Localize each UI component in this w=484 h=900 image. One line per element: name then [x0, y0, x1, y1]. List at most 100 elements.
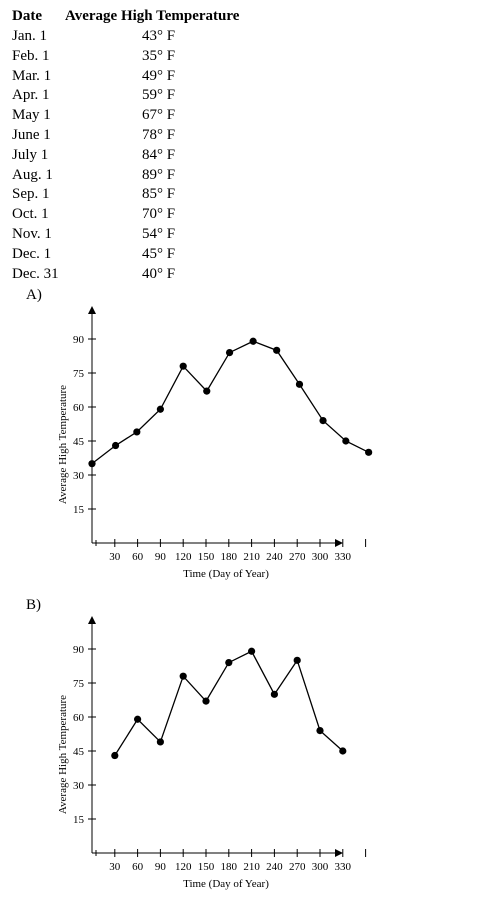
data-point: [293, 656, 301, 664]
x-tick-label: 120: [175, 551, 192, 563]
row-temperature: 54° F: [142, 225, 176, 242]
x-tick-label: 240: [266, 861, 283, 873]
x-tick-label: 180: [221, 551, 238, 563]
table-row: Mar. 1 49° F: [12, 67, 252, 87]
y-tick-label: 75: [73, 678, 85, 690]
data-point: [225, 659, 233, 667]
data-point: [365, 448, 373, 456]
y-tick-label: 60: [73, 402, 85, 414]
table-row: Jan. 1 43° F: [12, 27, 252, 47]
y-tick-label: 45: [73, 746, 85, 758]
table-row: Oct. 1 70° F: [12, 205, 252, 225]
y-tick-label: 90: [73, 334, 85, 346]
row-temperature: 89° F: [142, 166, 176, 183]
row-date: June 1: [12, 126, 51, 143]
row-temperature: 40° F: [142, 265, 176, 282]
x-tick-label: 120: [175, 861, 192, 873]
table-row: June 1 78° F: [12, 126, 252, 146]
option-b-chart: 30 60 90 120 150 180 210 240 270 300 330 15 30 45 60 75…: [57, 616, 367, 890]
x-axis-label: Time (Day of Year): [183, 568, 269, 580]
table-row: July 1 84° F: [12, 146, 252, 166]
y-tick-label: 75: [73, 368, 85, 380]
x-tick-label: 150: [198, 861, 215, 873]
x-tick-label: 210: [243, 551, 260, 563]
row-date: Aug. 1: [12, 166, 53, 183]
date-column-header: Date: [12, 8, 42, 24]
data-line: [114, 650, 344, 756]
row-date: Sep. 1: [12, 186, 50, 203]
x-tick-label: 240: [266, 551, 283, 563]
x-axis-arrow: [335, 539, 343, 547]
x-tick-label: 60: [132, 861, 144, 873]
x-tick-label: 90: [155, 551, 167, 563]
x-tick-label: 300: [312, 551, 329, 563]
data-point: [134, 715, 142, 723]
data-point: [179, 362, 187, 370]
data-point: [111, 441, 120, 450]
y-axis-label: Average High Temperature: [57, 385, 69, 504]
row-date: Jan. 1: [12, 28, 47, 44]
x-tick-label: 210: [243, 861, 260, 873]
table-row: Dec. 1 45° F: [12, 245, 252, 265]
x-tick-label: 330: [335, 861, 352, 873]
option-b-label: B): [26, 597, 41, 613]
row-date: Dec. 1: [12, 245, 52, 262]
temperature-table: Jan. 1 43° F Feb. 1 35° F Mar. 1 49° F Apr. 1 5…: [12, 27, 252, 284]
y-tick-label: 30: [73, 780, 85, 792]
row-date: Nov. 1: [12, 225, 52, 242]
row-temperature: 78° F: [142, 126, 176, 143]
row-date: Mar. 1: [12, 67, 52, 84]
row-date: Dec. 31: [12, 265, 59, 282]
table-row: Apr. 1 59° F: [12, 86, 252, 106]
data-point: [179, 672, 187, 680]
x-tick-label: 150: [198, 551, 215, 563]
data-point: [156, 405, 164, 413]
y-axis-arrow: [88, 306, 96, 314]
y-tick-label: 90: [73, 644, 85, 656]
row-date: Feb. 1: [12, 47, 50, 64]
x-tick-label: 30: [109, 861, 121, 873]
x-tick-label: 300: [312, 861, 329, 873]
data-point: [248, 647, 256, 655]
y-tick-label: 45: [73, 436, 85, 448]
x-tick-label: 90: [155, 861, 167, 873]
row-temperature: 49° F: [142, 67, 176, 84]
row-date: May 1: [12, 107, 51, 124]
data-point: [270, 690, 278, 698]
row-date: Apr. 1: [12, 87, 50, 104]
data-point: [225, 349, 234, 357]
row-temperature: 67° F: [142, 107, 176, 124]
data-point: [342, 437, 350, 445]
table-row: Feb. 1 35° F: [12, 47, 252, 67]
x-tick-label: 180: [221, 861, 238, 873]
data-point: [249, 337, 257, 345]
data-point: [111, 751, 119, 760]
x-tick-label: 270: [289, 861, 306, 873]
data-point: [156, 738, 164, 746]
x-tick-label: 270: [289, 551, 306, 563]
data-point: [203, 387, 211, 395]
table-row: Dec. 31 40° F: [12, 265, 252, 285]
data-point: [88, 460, 96, 468]
x-tick-label: 30: [109, 551, 121, 563]
y-axis-label: Average High Temperature: [57, 695, 69, 814]
y-tick-label: 30: [73, 470, 85, 482]
table-row: Nov. 1 54° F: [12, 225, 252, 245]
data-point: [273, 346, 281, 354]
row-temperature: 85° F: [142, 186, 176, 203]
row-temperature: 43° F: [142, 28, 176, 44]
y-tick-label: 15: [73, 504, 85, 516]
y-tick-label: 15: [73, 814, 85, 826]
data-point: [316, 727, 324, 735]
temperature-column-header: Average High Temperature: [65, 8, 240, 24]
y-axis-arrow: [88, 616, 96, 624]
option-a-chart: 30 60 90 120 150 180 210 240 270 300 330 15 30 45 60 75…: [57, 306, 373, 580]
option-a-label: A): [26, 287, 42, 303]
data-point: [319, 417, 327, 425]
row-temperature: 59° F: [142, 87, 176, 104]
table-row: Sep. 1 85° F: [12, 185, 252, 205]
table-row: Aug. 1 89° F: [12, 166, 252, 186]
x-axis-label: Time (Day of Year): [183, 878, 269, 890]
y-tick-label: 60: [73, 712, 85, 724]
x-tick-label: 60: [132, 551, 144, 563]
